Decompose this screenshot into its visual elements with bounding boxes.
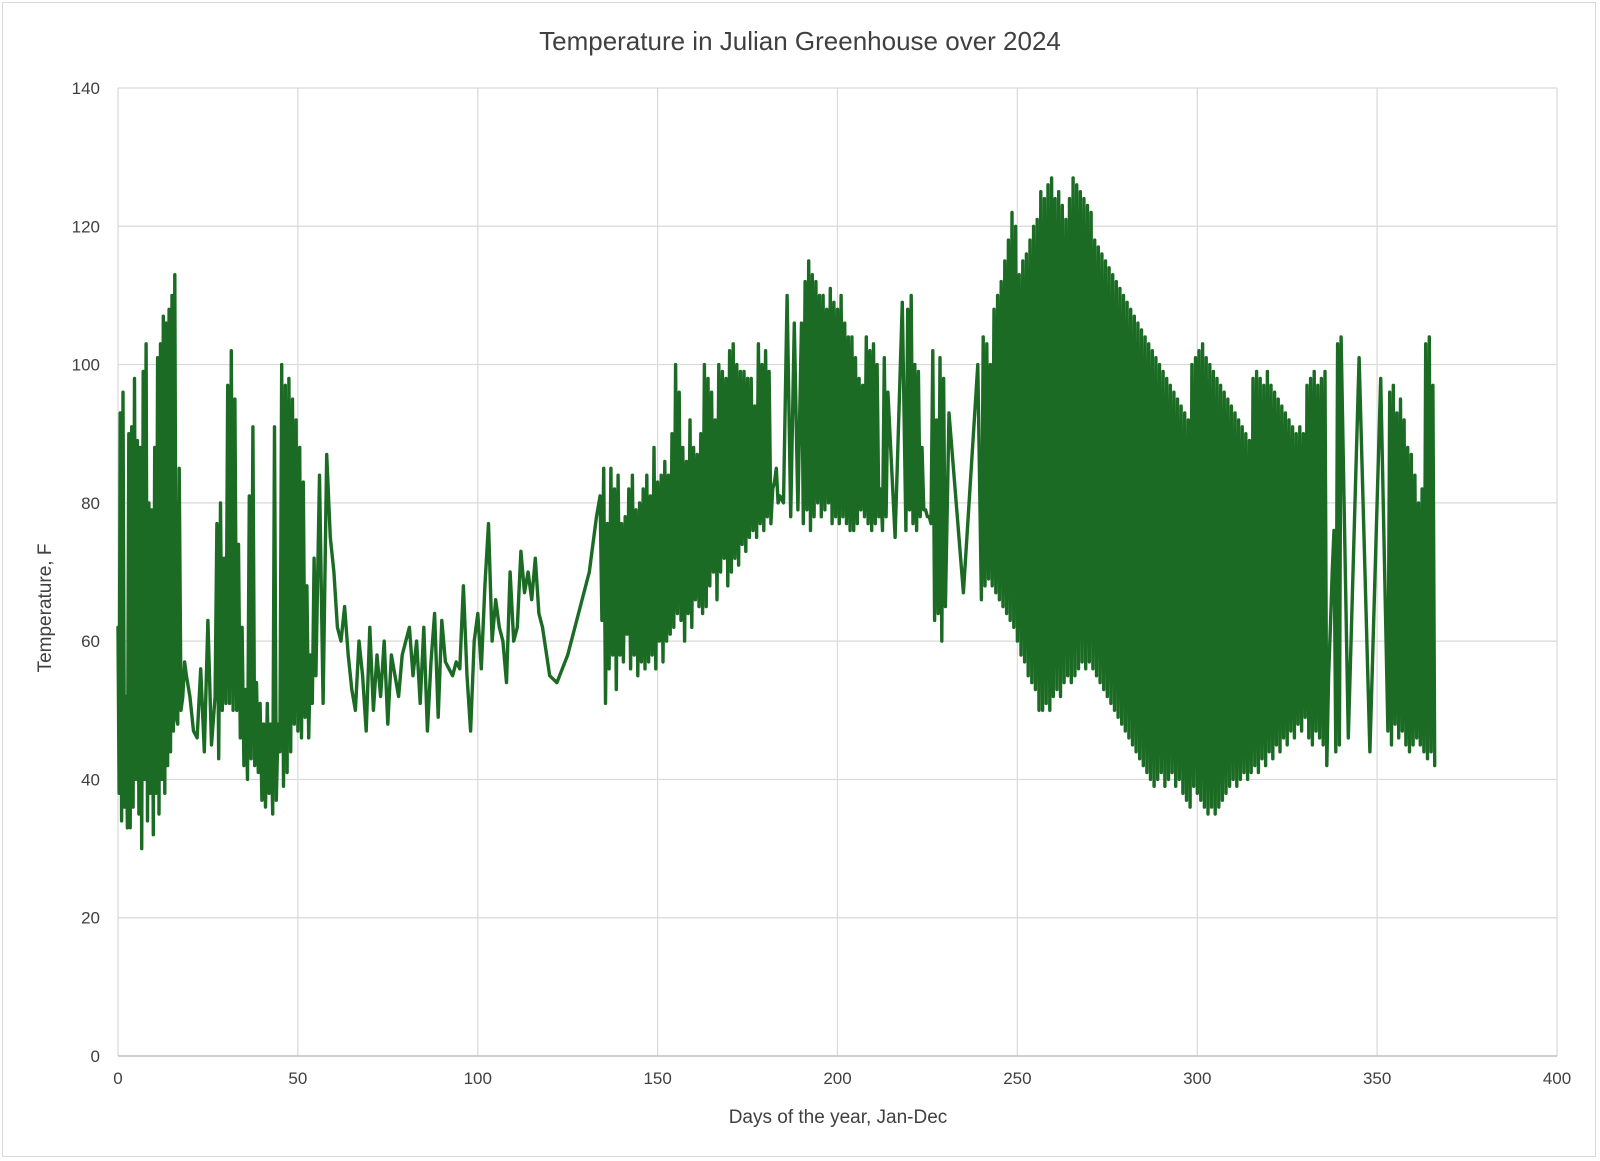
y-tick-label: 100 xyxy=(72,356,100,375)
y-tick-label: 60 xyxy=(81,632,100,651)
chart-title: Temperature in Julian Greenhouse over 20… xyxy=(539,26,1061,56)
y-tick-label: 120 xyxy=(72,217,100,236)
x-tick-label: 200 xyxy=(823,1069,851,1088)
y-axis-label: Temperature, F xyxy=(35,544,56,673)
x-tick-label: 300 xyxy=(1183,1069,1211,1088)
x-tick-label: 100 xyxy=(464,1069,492,1088)
gridlines xyxy=(117,87,1558,1056)
y-tick-label: 0 xyxy=(91,1047,100,1066)
x-tick-label: 150 xyxy=(643,1069,671,1088)
y-tick-label: 140 xyxy=(72,79,100,98)
y-tick-label: 20 xyxy=(81,909,100,928)
x-tick-labels: 0 50 100 150 200 250 300 350 400 xyxy=(113,1069,1571,1088)
y-tick-label: 80 xyxy=(81,494,100,513)
y-tick-labels: 0 20 40 60 80 100 120 140 xyxy=(72,79,100,1066)
y-tick-label: 40 xyxy=(81,770,100,789)
x-tick-label: 0 xyxy=(113,1069,122,1088)
x-tick-label: 50 xyxy=(288,1069,307,1088)
x-axis-label: Days of the year, Jan-Dec xyxy=(729,1107,948,1128)
x-tick-label: 350 xyxy=(1363,1069,1391,1088)
x-tick-label: 250 xyxy=(1003,1069,1031,1088)
x-tick-label: 400 xyxy=(1543,1069,1571,1088)
temperature-series-line xyxy=(116,176,1437,851)
